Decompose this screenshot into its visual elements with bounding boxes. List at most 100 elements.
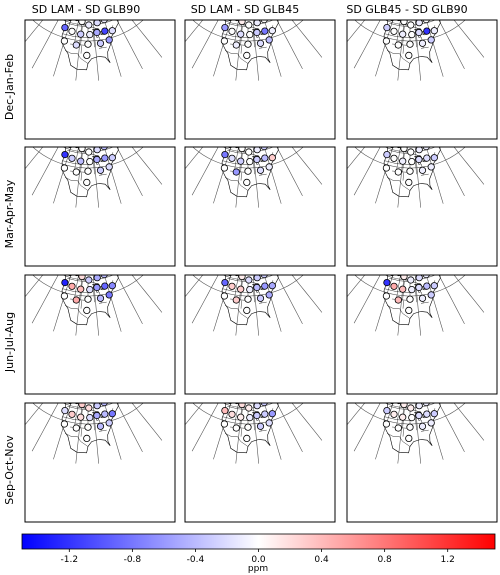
station-marker bbox=[243, 434, 251, 443]
border-line bbox=[240, 172, 242, 181]
border-line bbox=[384, 160, 412, 165]
graticule-lon bbox=[116, 20, 143, 70]
station-marker bbox=[229, 376, 235, 382]
station-marker bbox=[256, 166, 265, 174]
station-marker bbox=[108, 282, 116, 290]
station-marker bbox=[100, 147, 108, 151]
station-marker bbox=[427, 419, 435, 427]
station-marker bbox=[245, 404, 253, 412]
station-marker bbox=[404, 251, 410, 257]
graticule-lat bbox=[32, 403, 144, 425]
station-marker bbox=[78, 20, 86, 26]
coastline bbox=[90, 257, 100, 272]
station-marker bbox=[405, 306, 413, 315]
station-marker bbox=[417, 261, 423, 267]
station-marker bbox=[78, 147, 86, 153]
graticule-lon bbox=[92, 275, 99, 336]
station-marker bbox=[237, 157, 245, 165]
map-content bbox=[347, 371, 485, 464]
map-content bbox=[185, 376, 323, 464]
border-line bbox=[222, 160, 250, 165]
panel-frame bbox=[184, 146, 336, 267]
station-marker bbox=[101, 154, 109, 162]
station-marker bbox=[261, 154, 269, 162]
map-panel-r2-c2 bbox=[184, 112, 336, 267]
colorbar-tick-label: -1.2 bbox=[61, 555, 79, 565]
border-line bbox=[75, 262, 89, 264]
station-marker bbox=[253, 403, 261, 410]
graticule-lon bbox=[276, 275, 303, 325]
coastline bbox=[239, 113, 244, 118]
station-marker bbox=[382, 292, 391, 300]
station-marker bbox=[430, 154, 438, 162]
graticule-lon bbox=[353, 20, 381, 69]
border-line bbox=[399, 147, 401, 153]
border-line bbox=[77, 20, 79, 26]
colorbar-label: ppm bbox=[248, 564, 268, 574]
station-marker bbox=[260, 20, 268, 24]
station-marker bbox=[108, 410, 116, 418]
station-marker bbox=[79, 374, 85, 380]
coastline bbox=[90, 358, 95, 365]
coastline bbox=[401, 241, 406, 246]
graticule-lat bbox=[48, 114, 126, 136]
border-line bbox=[62, 288, 90, 293]
station-marker bbox=[235, 122, 241, 128]
graticule-lat bbox=[208, 242, 286, 264]
station-marker bbox=[86, 253, 92, 259]
graticule-lon bbox=[92, 403, 99, 464]
border-line bbox=[225, 50, 249, 64]
graticule-lon bbox=[116, 147, 143, 197]
station-marker bbox=[235, 0, 241, 1]
station-marker bbox=[265, 36, 273, 44]
graticule-lon bbox=[252, 147, 259, 208]
station-marker bbox=[404, 379, 410, 385]
station-marker bbox=[93, 275, 101, 282]
station-marker bbox=[232, 123, 238, 129]
coastline bbox=[250, 257, 260, 272]
station-marker bbox=[393, 133, 399, 139]
border-line bbox=[420, 173, 429, 176]
coastline bbox=[239, 241, 244, 246]
station-marker bbox=[408, 264, 414, 270]
station-marker bbox=[235, 250, 241, 256]
station-marker bbox=[398, 388, 404, 394]
border-line bbox=[229, 20, 232, 25]
station-marker bbox=[238, 275, 246, 281]
station-marker bbox=[96, 39, 105, 47]
station-marker bbox=[245, 276, 253, 284]
station-marker bbox=[394, 424, 402, 432]
station-marker bbox=[415, 155, 423, 164]
station-marker bbox=[389, 371, 395, 377]
station-marker bbox=[418, 166, 427, 174]
border-line bbox=[65, 50, 89, 64]
column-title-1: SD LAM - SD GLB90 bbox=[32, 3, 140, 16]
coastline bbox=[87, 368, 92, 373]
border-line bbox=[80, 300, 82, 309]
border-line bbox=[224, 244, 233, 258]
coastline bbox=[247, 112, 252, 117]
station-marker bbox=[241, 133, 247, 139]
station-marker bbox=[394, 0, 400, 2]
graticule-lat bbox=[384, 147, 436, 153]
coastline bbox=[90, 230, 95, 237]
panel-frame bbox=[184, 402, 336, 523]
colorbar-ticks: -1.2 -0.8 -0.4 0.0 0.4 0.8 1.2 bbox=[61, 549, 455, 565]
station-marker bbox=[72, 424, 80, 432]
station-marker bbox=[418, 422, 427, 430]
graticule-lat bbox=[354, 403, 466, 425]
station-marker bbox=[93, 28, 101, 37]
border-line bbox=[69, 147, 72, 152]
panel-frame bbox=[346, 19, 498, 140]
station-marker bbox=[253, 275, 261, 282]
border-line bbox=[224, 116, 233, 130]
station-marker bbox=[397, 378, 403, 384]
border-line bbox=[237, 275, 239, 281]
station-marker bbox=[96, 422, 105, 430]
station-marker bbox=[236, 260, 242, 266]
border-line bbox=[384, 416, 412, 421]
colorbar-tick-label: 0.4 bbox=[314, 555, 329, 565]
station-marker bbox=[76, 388, 82, 394]
graticule-lat bbox=[354, 275, 466, 297]
